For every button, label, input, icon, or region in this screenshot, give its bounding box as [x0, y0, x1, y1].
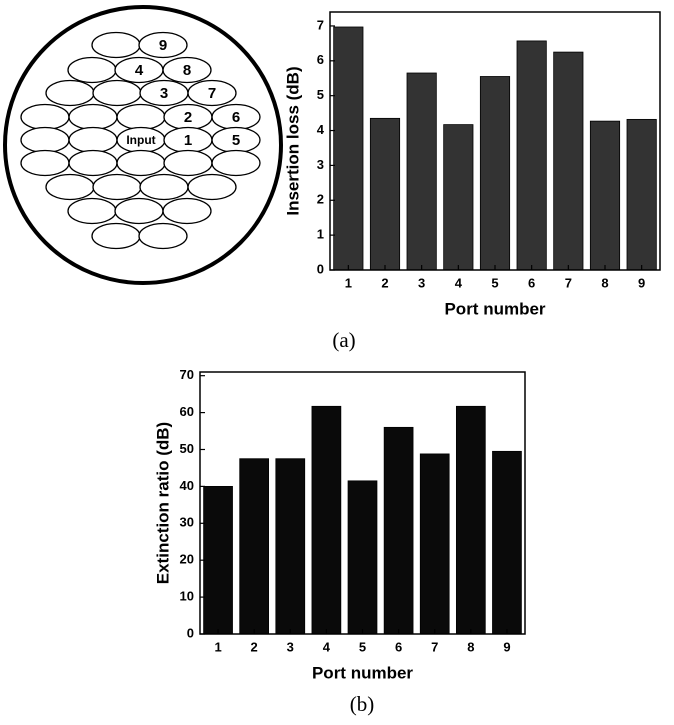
bar — [239, 458, 270, 635]
y-tick-label: 20 — [180, 552, 194, 567]
port-label: 9 — [159, 37, 167, 54]
y-tick-label: 0 — [187, 625, 194, 640]
y-tick-label: 3 — [317, 157, 324, 172]
bar — [455, 405, 486, 635]
x-tick-label: 5 — [491, 275, 498, 290]
fiber-core — [91, 31, 141, 59]
port-label: 4 — [135, 62, 144, 79]
fiber-core — [138, 31, 188, 59]
bar — [333, 26, 364, 271]
y-tick-label: 7 — [317, 17, 324, 32]
bar — [516, 40, 547, 271]
bar — [443, 124, 474, 271]
bar — [347, 480, 378, 635]
port-label: 3 — [160, 85, 168, 102]
fiber-core — [68, 149, 118, 177]
x-tick-label: 2 — [251, 639, 258, 654]
y-tick-label: 1 — [317, 227, 324, 242]
fiber-core — [91, 222, 141, 250]
fiber-core — [187, 79, 237, 107]
bar — [203, 485, 233, 635]
x-tick-label: 4 — [323, 639, 331, 654]
x-tick-label: 2 — [381, 275, 388, 290]
caption: (a) — [332, 328, 355, 352]
y-tick-label: 4 — [317, 122, 325, 137]
port-label: 6 — [232, 109, 240, 126]
x-tick-label: 6 — [528, 275, 535, 290]
port-label: 1 — [184, 132, 192, 149]
x-tick-label: 5 — [359, 639, 366, 654]
y-axis-label: Extinction ratio (dB) — [153, 422, 172, 584]
fiber-core — [163, 149, 213, 177]
fiber-core — [116, 103, 166, 131]
fiber-core — [187, 173, 237, 201]
bar — [626, 118, 657, 271]
x-tick-label: 7 — [565, 275, 572, 290]
port-label: Input — [126, 133, 155, 147]
y-tick-label: 70 — [180, 367, 194, 382]
x-tick-label: 7 — [431, 639, 438, 654]
fiber-core — [138, 222, 188, 250]
port-label: 2 — [184, 109, 192, 126]
x-tick-label: 3 — [287, 639, 294, 654]
x-tick-label: 8 — [601, 275, 608, 290]
y-tick-label: 50 — [180, 441, 194, 456]
fiber-core — [211, 149, 261, 177]
bar — [479, 76, 511, 271]
port-label: 8 — [183, 62, 191, 79]
fiber-core — [20, 126, 70, 154]
fiber-core — [20, 103, 70, 131]
y-tick-label: 60 — [180, 404, 194, 419]
caption: (b) — [350, 692, 375, 716]
x-tick-label: 6 — [395, 639, 402, 654]
y-tick-label: 6 — [317, 52, 324, 67]
fiber-core — [45, 173, 95, 201]
bar — [369, 117, 401, 271]
fiber-core — [139, 173, 189, 201]
bar — [419, 453, 450, 635]
fiber-core — [92, 173, 142, 201]
bar — [492, 450, 522, 635]
y-tick-label: 30 — [180, 515, 194, 530]
fiber-core — [67, 56, 117, 84]
x-tick-label: 9 — [638, 275, 645, 290]
bar — [311, 405, 342, 635]
bar — [553, 51, 584, 271]
fiber-core — [68, 103, 118, 131]
x-tick-label: 1 — [214, 639, 221, 654]
fiber-core — [92, 79, 142, 107]
y-axis-label: Insertion loss (dB) — [283, 66, 302, 215]
fiber-diagram: 94 83 72 6 Input 1 5 — [3, 5, 283, 285]
x-axis-label: Port number — [444, 299, 545, 318]
x-tick-label: 3 — [418, 275, 425, 290]
fiber-core — [162, 56, 212, 84]
port-label: 7 — [208, 85, 216, 102]
bar — [275, 458, 306, 635]
bar — [406, 72, 437, 271]
y-tick-label: 10 — [180, 589, 194, 604]
y-tick-label: 2 — [317, 192, 324, 207]
fiber-core — [67, 197, 117, 225]
fiber-core — [45, 79, 95, 107]
y-tick-label: 0 — [317, 261, 324, 276]
x-tick-label: 8 — [467, 639, 474, 654]
plot-frame — [199, 371, 526, 635]
bar — [589, 120, 621, 271]
y-tick-label: 5 — [317, 87, 324, 102]
x-axis-label: Port number — [312, 663, 413, 682]
port-label: 5 — [232, 132, 240, 149]
fiber-core — [68, 126, 118, 154]
bar — [383, 426, 414, 635]
fiber-core — [116, 149, 166, 177]
x-tick-label: 1 — [345, 275, 352, 290]
plot-frame — [329, 11, 661, 271]
fiber-core — [20, 149, 70, 177]
x-tick-label: 4 — [455, 275, 463, 290]
y-tick-label: 40 — [180, 478, 194, 493]
fiber-core — [162, 197, 212, 225]
fiber-core — [114, 197, 164, 225]
x-tick-label: 9 — [503, 639, 510, 654]
